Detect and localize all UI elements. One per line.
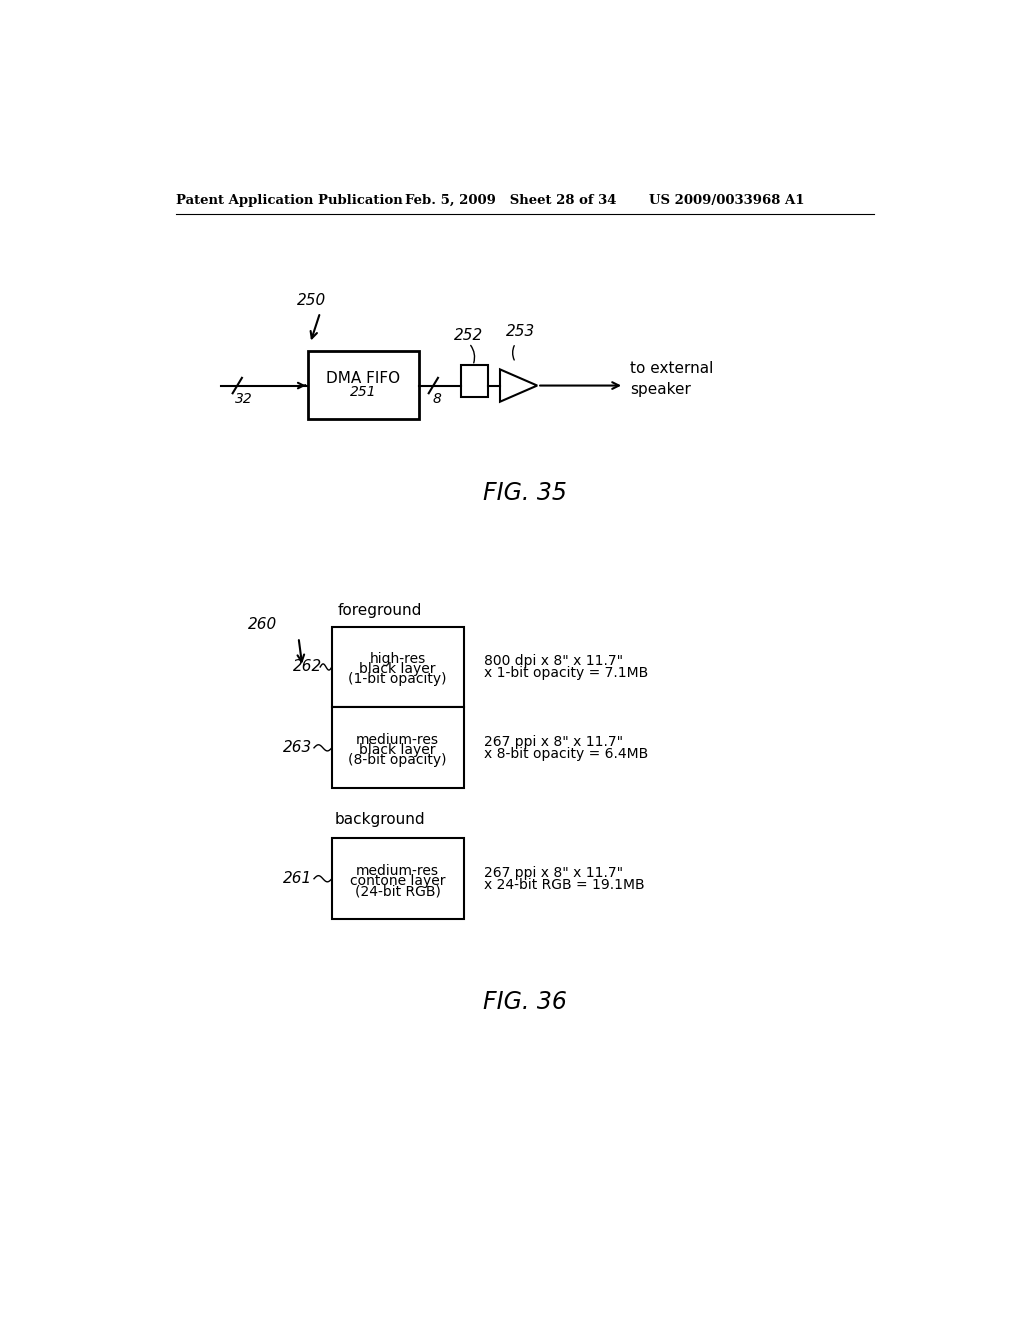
Text: x 8-bit opacity = 6.4MB: x 8-bit opacity = 6.4MB xyxy=(484,747,649,762)
Text: foreground: foreground xyxy=(338,603,422,618)
Text: 267 ppi x 8" x 11.7": 267 ppi x 8" x 11.7" xyxy=(484,735,624,748)
Text: 800 dpi x 8" x 11.7": 800 dpi x 8" x 11.7" xyxy=(484,653,624,668)
Text: to external
speaker: to external speaker xyxy=(630,362,714,397)
Text: (8-bit opacity): (8-bit opacity) xyxy=(348,754,446,767)
Text: background: background xyxy=(335,812,425,826)
Text: 8: 8 xyxy=(432,392,441,405)
Bar xyxy=(308,351,419,418)
Text: x 24-bit RGB = 19.1MB: x 24-bit RGB = 19.1MB xyxy=(484,878,645,892)
Text: black layer: black layer xyxy=(359,743,436,758)
Polygon shape xyxy=(500,370,538,401)
Text: (24-bit RGB): (24-bit RGB) xyxy=(354,884,440,898)
Text: 251: 251 xyxy=(350,385,377,400)
Text: high-res: high-res xyxy=(370,652,426,667)
Text: 32: 32 xyxy=(234,392,253,405)
Text: black layer: black layer xyxy=(359,663,436,676)
Text: Patent Application Publication: Patent Application Publication xyxy=(176,194,402,207)
Text: 250: 250 xyxy=(297,293,327,309)
Text: medium-res: medium-res xyxy=(356,733,439,747)
Text: 267 ppi x 8" x 11.7": 267 ppi x 8" x 11.7" xyxy=(484,866,624,879)
Text: contone layer: contone layer xyxy=(350,874,445,888)
Bar xyxy=(332,838,464,919)
Text: medium-res: medium-res xyxy=(356,865,439,878)
Bar xyxy=(332,627,464,708)
Text: FIG. 35: FIG. 35 xyxy=(483,482,566,506)
Text: 263: 263 xyxy=(283,741,312,755)
Text: 252: 252 xyxy=(454,327,482,343)
Text: 260: 260 xyxy=(248,616,278,632)
Text: Feb. 5, 2009   Sheet 28 of 34: Feb. 5, 2009 Sheet 28 of 34 xyxy=(406,194,616,207)
Text: US 2009/0033968 A1: US 2009/0033968 A1 xyxy=(649,194,804,207)
Text: DMA FIFO: DMA FIFO xyxy=(327,371,400,387)
Text: 253: 253 xyxy=(506,325,536,339)
Bar xyxy=(461,364,488,397)
Text: 262: 262 xyxy=(293,660,323,675)
Text: x 1-bit opacity = 7.1MB: x 1-bit opacity = 7.1MB xyxy=(484,667,649,680)
Text: 261: 261 xyxy=(283,871,312,886)
Text: (1-bit opacity): (1-bit opacity) xyxy=(348,672,446,686)
Text: FIG. 36: FIG. 36 xyxy=(483,990,566,1014)
Bar xyxy=(332,708,464,788)
